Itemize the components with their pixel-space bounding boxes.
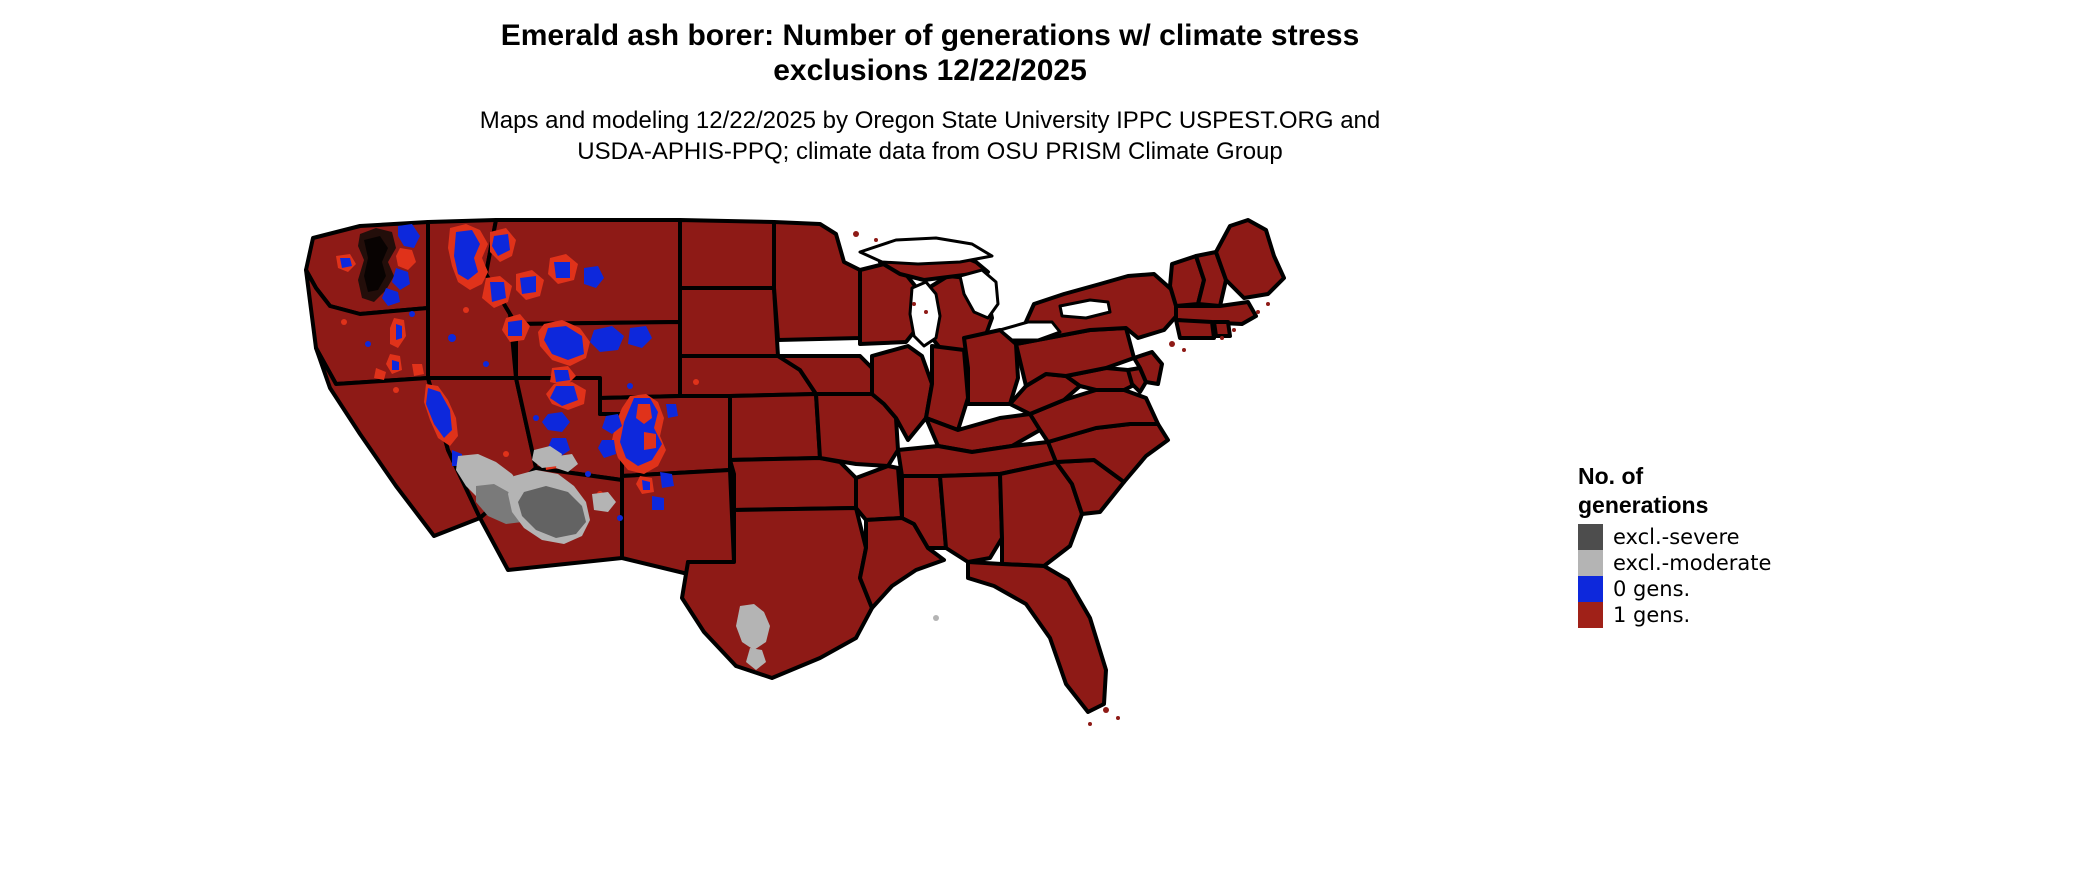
state-ri bbox=[1212, 320, 1232, 338]
state-va bbox=[1028, 388, 1160, 444]
class-layer-exclusions bbox=[456, 446, 939, 670]
legend-item-excl-severe: excl.-severe bbox=[1578, 524, 1878, 550]
state-ar bbox=[854, 464, 904, 522]
class-layer-0-gens bbox=[336, 224, 699, 521]
lake-ontario bbox=[1058, 298, 1112, 320]
page-title: Emerald ash borer: Number of generations… bbox=[500, 19, 1360, 87]
coastal-fringe-specks bbox=[853, 231, 1270, 726]
state-sd bbox=[678, 286, 780, 358]
patch-northern-rockies bbox=[448, 224, 604, 342]
us-map-svg bbox=[300, 218, 1560, 878]
patch-excl-moderate-nm-sw bbox=[592, 492, 616, 512]
state-il bbox=[870, 344, 934, 442]
state-tx bbox=[680, 506, 874, 680]
state-ks bbox=[728, 392, 822, 462]
state-nd bbox=[678, 218, 776, 290]
patch-excl-moderate-s-texas bbox=[736, 604, 770, 650]
lake-huron bbox=[958, 268, 1000, 320]
map-legend: No. of generations excl.-severe excl.-mo… bbox=[1578, 462, 1878, 628]
patch-cascades-or bbox=[374, 318, 406, 380]
state-al bbox=[938, 472, 1004, 564]
legend-swatch-excl-moderate bbox=[1578, 550, 1603, 576]
legend-title: No. of generations bbox=[1578, 463, 1709, 518]
patch-excl-moderate-az-ne bbox=[556, 454, 578, 472]
patch-excl-moderate-az-n bbox=[532, 446, 562, 468]
state-oh bbox=[962, 328, 1020, 406]
legend-swatch-excl-severe bbox=[1578, 524, 1603, 550]
state-ca bbox=[314, 346, 482, 538]
lake-superior bbox=[858, 236, 994, 266]
us-choropleth-map bbox=[300, 218, 1560, 878]
legend-label-0-gens: 0 gens. bbox=[1613, 577, 1691, 601]
lake-erie bbox=[998, 320, 1062, 342]
state-ct bbox=[1174, 318, 1216, 340]
legend-label-excl-severe: excl.-severe bbox=[1613, 525, 1740, 549]
state-in bbox=[924, 344, 970, 432]
patch-excl-moderate-s-texas-2 bbox=[746, 648, 766, 670]
lake-michigan bbox=[908, 280, 942, 348]
legend-item-1-gens: 1 gens. bbox=[1578, 602, 1878, 628]
legend-label-1-gens: 1 gens. bbox=[1613, 603, 1691, 627]
state-mt bbox=[484, 218, 682, 326]
state-ok bbox=[728, 456, 858, 512]
state-nj bbox=[1132, 350, 1164, 386]
title-block: Emerald ash borer: Number of generations… bbox=[0, 18, 1860, 167]
patch-excl-severe-sonoran bbox=[518, 486, 586, 538]
patch-colorado-rockies bbox=[598, 394, 678, 510]
legend-item-excl-moderate: excl.-moderate bbox=[1578, 550, 1878, 576]
great-lakes-group bbox=[858, 236, 1112, 348]
patch-cascades-wa bbox=[336, 224, 420, 306]
legend-swatch-0-gens bbox=[1578, 576, 1603, 602]
legend-item-0-gens: 0 gens. bbox=[1578, 576, 1878, 602]
legend-label-excl-moderate: excl.-moderate bbox=[1613, 551, 1772, 575]
state-fl bbox=[966, 560, 1108, 714]
legend-swatch-1-gens bbox=[1578, 602, 1603, 628]
patch-wyoming-ranges bbox=[538, 320, 652, 386]
patch-excl-moderate-gulf-speck bbox=[933, 615, 939, 621]
state-me bbox=[1214, 218, 1286, 300]
page-subtitle: Maps and modeling 12/22/2025 by Oregon S… bbox=[479, 107, 1381, 165]
